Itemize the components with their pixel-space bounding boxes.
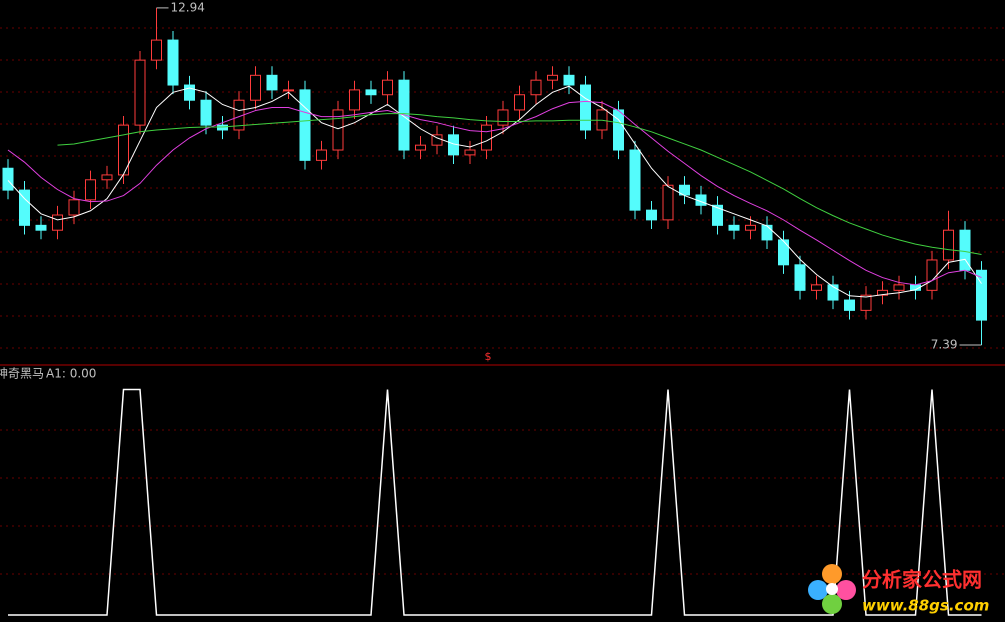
candle-body xyxy=(101,174,113,181)
ma-line xyxy=(7,85,982,298)
candle-body xyxy=(35,224,47,231)
logo-center xyxy=(826,583,838,595)
candle-body xyxy=(316,149,327,161)
candle-body xyxy=(827,284,839,301)
candle-body xyxy=(547,74,558,81)
candle-body xyxy=(332,109,344,151)
candle-body xyxy=(365,89,377,96)
logo-petal xyxy=(822,564,842,584)
candle-body xyxy=(481,124,492,151)
candle-body xyxy=(68,199,80,216)
candle-body xyxy=(976,269,987,321)
ma-line xyxy=(57,113,982,255)
candle-body xyxy=(943,229,954,261)
candle-body xyxy=(167,39,179,86)
candle-body xyxy=(893,284,905,291)
ma-line xyxy=(7,100,982,286)
candle-body xyxy=(580,84,591,131)
watermark: 分析家公式网 www.88gs.com xyxy=(808,564,989,615)
indicator-line xyxy=(8,388,982,616)
candle-body xyxy=(646,209,657,221)
candle-body xyxy=(613,109,624,151)
low-label: 7.39 xyxy=(931,337,958,351)
candle-body xyxy=(877,289,888,296)
candle-body xyxy=(712,204,723,226)
candle-body xyxy=(299,89,311,161)
candle-body xyxy=(250,74,261,101)
candle-body xyxy=(151,39,162,61)
candle-body xyxy=(415,144,426,151)
candle-body xyxy=(85,179,96,201)
candle-body xyxy=(761,224,773,241)
candle-body xyxy=(497,109,509,126)
candle-body xyxy=(745,224,756,231)
candle-body xyxy=(728,224,740,231)
candle-body xyxy=(563,74,575,86)
candle-body xyxy=(19,189,30,226)
candle-body xyxy=(184,84,195,101)
candle-body xyxy=(629,149,641,211)
candle-body xyxy=(811,284,822,291)
candle-body xyxy=(860,294,872,311)
marker: $ xyxy=(485,350,492,363)
indicator-title: 神奇黑马 xyxy=(0,367,44,381)
logo-petal xyxy=(808,580,828,600)
candle-body xyxy=(52,214,63,231)
candle-body xyxy=(778,239,789,266)
watermark-url: www.88gs.com xyxy=(862,597,989,615)
candle-body xyxy=(200,99,212,126)
candle-body xyxy=(283,89,294,92)
candle-body xyxy=(134,59,146,126)
candle-body xyxy=(514,94,525,111)
watermark-name: 分析家公式网 xyxy=(862,568,982,592)
logo-petal xyxy=(836,580,856,600)
high-label: 12.94 xyxy=(171,0,205,14)
candle-body xyxy=(217,124,228,131)
candle-body xyxy=(382,79,393,96)
candle-body xyxy=(530,79,542,96)
candle-body xyxy=(349,89,360,111)
candle-body xyxy=(926,259,938,291)
candle-body xyxy=(844,299,855,311)
candle-body xyxy=(266,74,278,91)
candle-body xyxy=(679,184,690,196)
logo-petal xyxy=(822,594,842,614)
candle-body xyxy=(464,149,476,156)
candle-body xyxy=(794,264,806,291)
candle-body xyxy=(662,184,674,221)
candle-body xyxy=(2,167,14,191)
indicator-subtitle: A1: 0.00 xyxy=(46,367,96,381)
